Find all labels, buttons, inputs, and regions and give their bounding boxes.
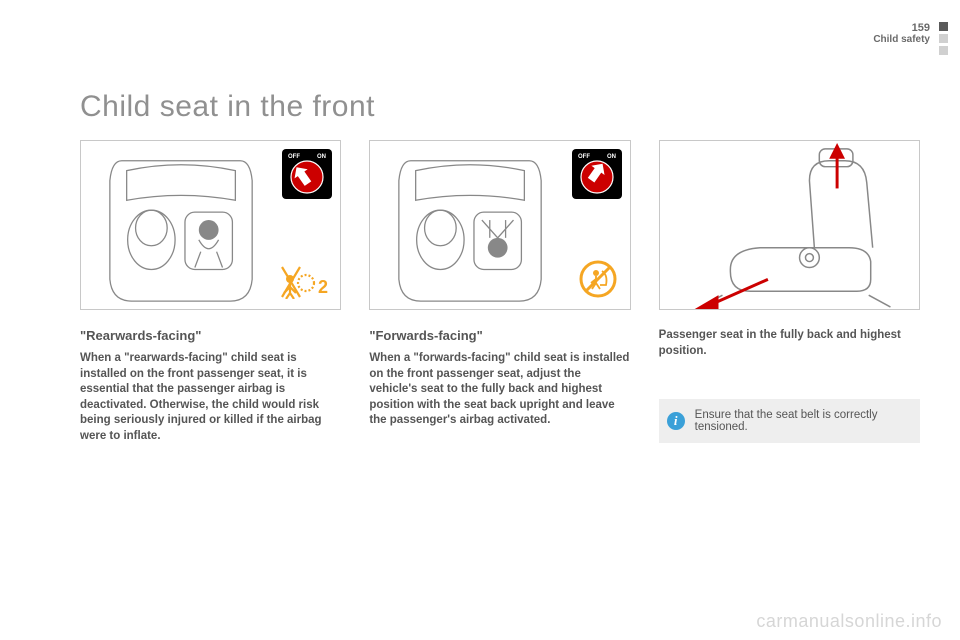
seat-adjust-icon: [660, 141, 919, 309]
page-header: 159 Child safety: [873, 22, 930, 45]
column-rearwards: OFF ON 2 "Rearwards-facing" When a "rear…: [80, 140, 341, 444]
page-title: Child seat in the front: [80, 90, 375, 124]
watermark: carmanualsonline.info: [756, 611, 942, 632]
dot-active: [939, 22, 948, 31]
dot: [939, 34, 948, 43]
info-icon: i: [667, 412, 685, 430]
info-box: i Ensure that the seat belt is correctly…: [659, 399, 920, 443]
badge-off-label: OFF: [578, 154, 590, 160]
rear-body: When a "rearwards-facing" child seat is …: [80, 351, 341, 444]
airbag-warning-icon: 2: [280, 265, 328, 299]
airbag-on-badge-icon: OFF ON: [572, 149, 622, 199]
illustration-seat: [659, 140, 920, 310]
page-number: 159: [873, 22, 930, 34]
fwd-body: When a "forwards-facing" child seat is i…: [369, 351, 630, 429]
column-seat: Passenger seat in the fully back and hig…: [659, 140, 920, 444]
warn-number: 2: [318, 277, 328, 297]
content-columns: OFF ON 2 "Rearwards-facing" When a "rear…: [80, 140, 920, 444]
section-indicator: [939, 22, 948, 55]
airbag-off-badge-icon: OFF ON: [282, 149, 332, 199]
fwd-subtitle: "Forwards-facing": [369, 328, 630, 343]
info-text: Ensure that the seat belt is correctly t…: [695, 409, 910, 433]
seat-subtitle: Passenger seat in the fully back and hig…: [659, 328, 920, 359]
column-forwards: OFF ON "Forwards-facing" When a "forward…: [369, 140, 630, 444]
page-category: Child safety: [873, 34, 930, 45]
badge-off-label: OFF: [288, 154, 300, 160]
badge-on-label: ON: [607, 154, 616, 160]
dot: [939, 46, 948, 55]
illustration-rearwards: OFF ON 2: [80, 140, 341, 310]
rear-seat-prohibited-icon: [578, 259, 618, 299]
illustration-forwards: OFF ON: [369, 140, 630, 310]
rear-subtitle: "Rearwards-facing": [80, 328, 341, 343]
badge-on-label: ON: [317, 154, 326, 160]
